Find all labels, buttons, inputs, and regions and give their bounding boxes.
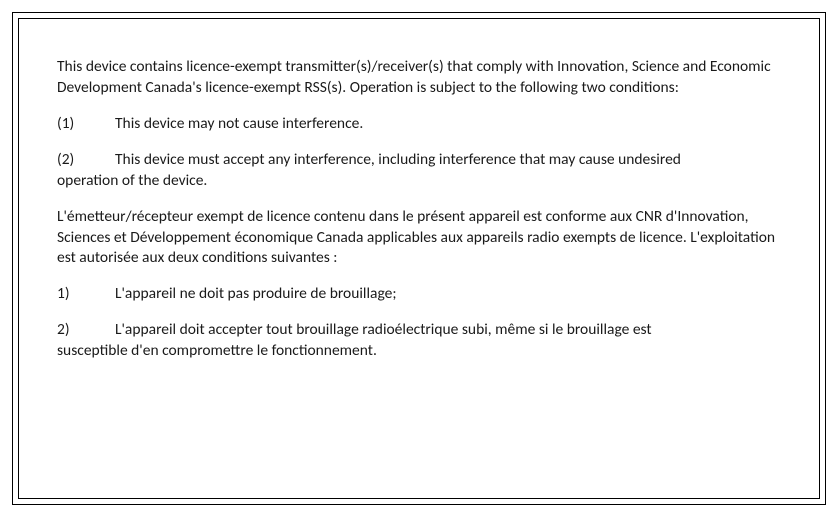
en-condition-1: (1) This device may not cause interferen… bbox=[57, 114, 781, 135]
en-condition-2-text-line2: operation of the device. bbox=[57, 171, 781, 192]
document-body: This device contains licence-exempt tran… bbox=[18, 18, 820, 499]
fr-intro-paragraph: L'émetteur/récepteur exempt de licence c… bbox=[57, 207, 781, 270]
en-condition-2: (2) This device must accept any interfer… bbox=[57, 150, 781, 192]
en-intro-paragraph: This device contains licence-exempt tran… bbox=[57, 57, 781, 99]
en-condition-2-number: (2) bbox=[57, 150, 115, 171]
outer-border: This device contains licence-exempt tran… bbox=[12, 12, 826, 505]
fr-condition-1-number: 1) bbox=[57, 284, 115, 305]
fr-condition-2-text-line1: L'appareil doit accepter tout brouillage… bbox=[115, 320, 781, 341]
en-condition-1-number: (1) bbox=[57, 114, 115, 135]
en-condition-2-text-line1: This device must accept any interference… bbox=[115, 150, 781, 171]
fr-condition-2-number: 2) bbox=[57, 320, 115, 341]
fr-condition-1: 1) L'appareil ne doit pas produire de br… bbox=[57, 284, 781, 305]
fr-condition-2: 2) L'appareil doit accepter tout brouill… bbox=[57, 320, 781, 362]
fr-condition-1-text: L'appareil ne doit pas produire de broui… bbox=[115, 284, 781, 305]
en-condition-1-text: This device may not cause interference. bbox=[115, 114, 781, 135]
fr-condition-2-text-line2: susceptible d'en compromettre le fonctio… bbox=[57, 341, 781, 362]
